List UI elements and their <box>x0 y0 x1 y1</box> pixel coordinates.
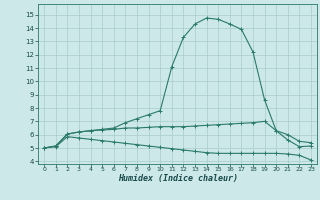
X-axis label: Humidex (Indice chaleur): Humidex (Indice chaleur) <box>118 174 238 183</box>
